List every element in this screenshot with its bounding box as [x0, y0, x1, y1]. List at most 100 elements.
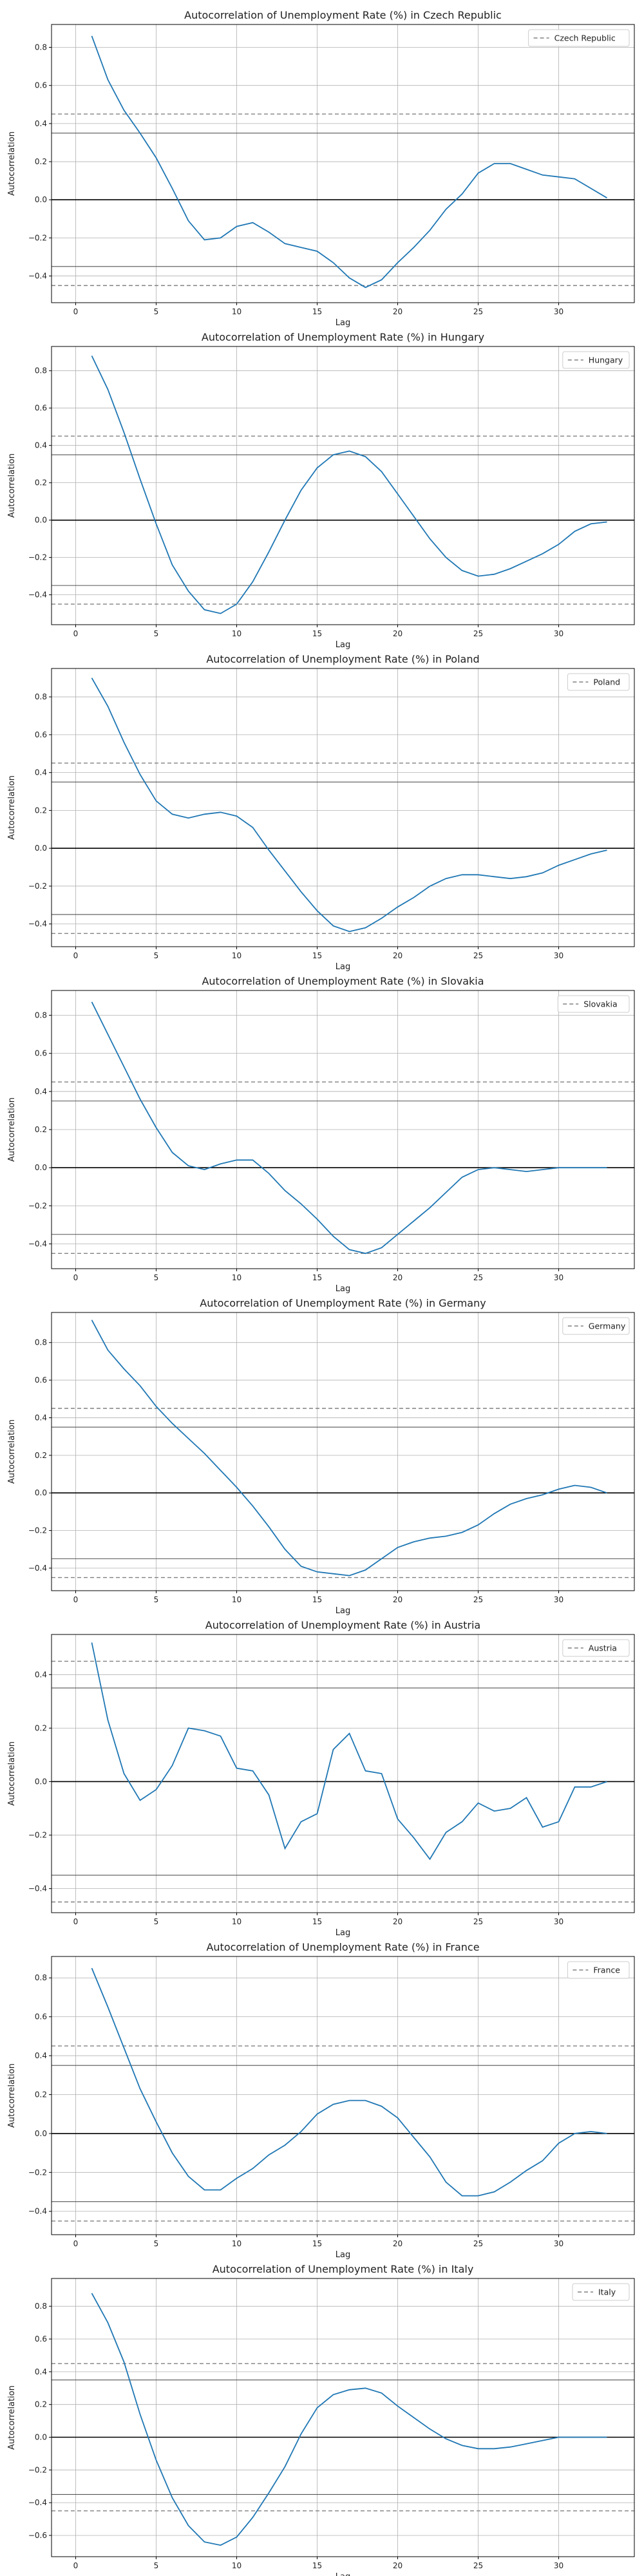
- x-tick-label: 20: [393, 2561, 402, 2570]
- x-axis-label: Lag: [336, 318, 350, 328]
- acf-point: [590, 1786, 591, 1788]
- x-tick-label: 5: [154, 1917, 159, 1926]
- acf-point: [509, 163, 511, 164]
- acf-point: [429, 2156, 430, 2157]
- acf-point: [413, 516, 414, 517]
- acf-point: [477, 1524, 478, 1526]
- legend-box: [562, 1317, 630, 1335]
- acf-point: [461, 2195, 462, 2196]
- acf-point: [493, 2191, 495, 2192]
- acf-point: [542, 175, 543, 176]
- acf-point: [381, 2105, 382, 2107]
- x-tick-label: 5: [154, 307, 159, 316]
- acf-point: [236, 1767, 237, 1768]
- chart-title: Autocorrelation of Unemployment Rate (%)…: [206, 653, 479, 665]
- acf-point: [413, 247, 414, 248]
- acf-point: [284, 870, 285, 871]
- acf-point: [268, 2154, 269, 2155]
- y-tick-label: 0.6: [35, 1049, 47, 1058]
- x-tick-label: 10: [232, 951, 242, 960]
- x-tick-label: 30: [554, 629, 564, 638]
- y-axis-label: Autocorrelation: [7, 775, 17, 840]
- y-tick-label: 0.2: [35, 1451, 47, 1460]
- x-tick-label: 20: [393, 2239, 402, 2248]
- x-tick-label: 10: [232, 307, 242, 316]
- x-tick-label: 0: [73, 1595, 79, 1604]
- acf-point: [413, 1220, 414, 1222]
- acf-point: [316, 251, 317, 252]
- acf-point: [429, 229, 430, 231]
- acf-point: [348, 1249, 350, 1250]
- acf-point: [542, 2160, 543, 2161]
- y-tick-label: −0.2: [28, 1526, 47, 1535]
- acf-point: [91, 677, 92, 678]
- y-tick-label: −0.2: [28, 553, 47, 562]
- acf-point: [91, 35, 92, 37]
- acf-point: [445, 209, 446, 210]
- acf-point: [429, 1537, 430, 1539]
- acf-panel-5: Autocorrelation of Unemployment Rate (%)…: [7, 1619, 635, 1938]
- acf-point: [252, 827, 253, 828]
- acf-point: [220, 1736, 221, 1737]
- x-tick-label: 10: [232, 2239, 242, 2248]
- y-tick-label: 0.8: [35, 366, 47, 375]
- acf-point: [348, 450, 350, 451]
- legend-box: [562, 351, 630, 369]
- acf-point: [590, 2436, 591, 2438]
- acf-point: [204, 1169, 205, 1170]
- y-tick-label: 0.2: [35, 2090, 47, 2099]
- acf-point: [493, 876, 495, 877]
- y-tick-label: 0.0: [35, 844, 47, 853]
- acf-point: [187, 1727, 189, 1728]
- acf-point: [574, 859, 575, 860]
- acf-point: [348, 2099, 350, 2101]
- acf-point: [445, 1191, 446, 1193]
- acf-point: [300, 1203, 301, 1204]
- acf-point: [365, 1770, 366, 1772]
- acf-point: [526, 2170, 527, 2171]
- acf-point: [268, 849, 269, 851]
- acf-point: [413, 2417, 414, 2418]
- chart-title: Autocorrelation of Unemployment Rate (%)…: [202, 975, 484, 987]
- y-tick-label: −0.2: [28, 2168, 47, 2177]
- acf-point: [590, 2131, 591, 2132]
- acf-point: [107, 1034, 108, 1035]
- acf-point: [155, 2459, 156, 2461]
- y-axis-label: Autocorrelation: [7, 131, 17, 196]
- chart-title: Autocorrelation of Unemployment Rate (%)…: [213, 2263, 474, 2275]
- acf-point: [574, 1786, 575, 1788]
- y-axis-label: Autocorrelation: [7, 453, 17, 518]
- acf-point: [139, 2088, 140, 2089]
- y-tick-label: 0.4: [35, 1413, 47, 1422]
- acf-point: [348, 2389, 350, 2391]
- acf-point: [348, 1575, 350, 1576]
- acf-point: [284, 1189, 285, 1191]
- acf-point: [155, 800, 156, 802]
- acf-point: [107, 2322, 108, 2323]
- x-tick-label: 30: [554, 951, 564, 960]
- acf-point: [397, 1234, 398, 1235]
- y-tick-label: 0.4: [35, 1670, 47, 1679]
- acf-point: [509, 1169, 511, 1170]
- x-tick-label: 0: [73, 2561, 79, 2570]
- acf-point: [574, 531, 575, 532]
- acf-point: [558, 1167, 559, 1168]
- acf-point: [155, 1127, 156, 1128]
- acf-point: [252, 2517, 253, 2518]
- x-tick-label: 25: [473, 1595, 483, 1604]
- acf-point: [365, 1569, 366, 1571]
- acf-point: [139, 478, 140, 480]
- acf-point: [397, 493, 398, 495]
- acf-point: [107, 2006, 108, 2007]
- acf-point: [526, 1498, 527, 1499]
- acf-point: [542, 1826, 543, 1828]
- x-tick-label: 0: [73, 629, 79, 638]
- x-tick-label: 20: [393, 1917, 402, 1926]
- x-tick-label: 5: [154, 1595, 159, 1604]
- acf-point: [381, 471, 382, 472]
- acf-point: [445, 556, 446, 558]
- legend-label: France: [593, 1965, 620, 1975]
- acf-point: [397, 1547, 398, 1548]
- acf-point: [590, 523, 591, 524]
